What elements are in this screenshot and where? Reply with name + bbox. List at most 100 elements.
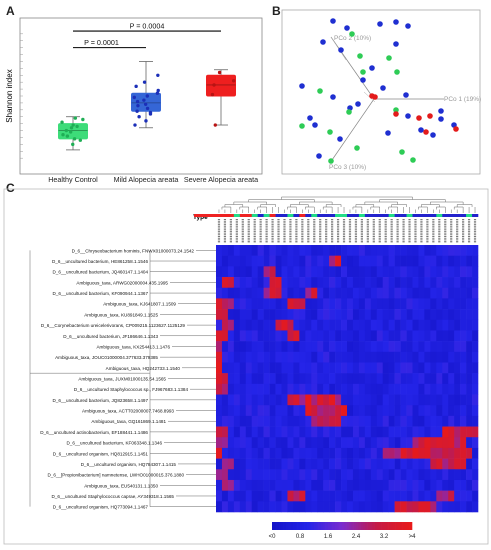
heatmap-cell [275, 255, 282, 267]
heatmap-cell [287, 266, 294, 278]
heatmap-cell [424, 245, 431, 256]
heatmap-cell [454, 298, 461, 310]
heatmap-cell [347, 383, 354, 395]
heatmap-cell [400, 469, 407, 481]
legend-swatch [281, 522, 284, 530]
heatmap-cell [460, 373, 467, 385]
heatmap-cell [269, 245, 276, 256]
heatmap-cell [442, 479, 449, 491]
legend-swatch [377, 522, 380, 530]
heatmap-cell [287, 341, 294, 353]
heatmap-cell [299, 287, 306, 299]
type-bar-cell [335, 214, 342, 217]
heatmap-cell [448, 319, 455, 331]
heatmap-cell [257, 277, 264, 289]
heatmap-cell [233, 447, 241, 459]
heatmap-cell [454, 287, 461, 299]
heatmap-cell [347, 245, 354, 256]
heatmap-cell [257, 255, 264, 267]
data-point [156, 88, 160, 93]
heatmap-cell [251, 394, 258, 406]
heatmap-cell [352, 405, 360, 417]
heatmap-cell [329, 266, 336, 278]
heatmap-cell [418, 319, 425, 331]
heatmap-cell [299, 362, 306, 374]
heatmap-cell [388, 266, 395, 278]
heatmap-cell [287, 501, 294, 513]
heatmap-cell [293, 383, 300, 395]
heatmap-cell [364, 319, 372, 331]
heatmap-cell [269, 394, 276, 406]
heatmap-cell [347, 277, 354, 289]
heatmap-cell [418, 309, 425, 321]
heatmap-cell [347, 362, 354, 374]
heatmap-cell [466, 437, 473, 449]
heatmap-cell [245, 298, 253, 310]
heatmap-cell [227, 319, 235, 331]
heatmap-cell [424, 255, 431, 267]
heatmap-cell [394, 447, 401, 459]
heatmap-cell [466, 309, 473, 321]
heatmap-cell [323, 458, 330, 470]
heatmap-cell [454, 351, 461, 363]
heatmap-cell [406, 362, 413, 374]
heatmap-cell [394, 309, 401, 321]
heatmap-cell [335, 298, 342, 310]
heatmap-cell [466, 245, 473, 256]
heatmap-cell [394, 319, 401, 331]
heatmap-cell [472, 405, 479, 417]
heatmap-cell [305, 479, 312, 491]
heatmap-cell [257, 469, 264, 481]
heatmap-cell [382, 490, 389, 502]
heatmap-cell [317, 437, 324, 449]
heatmap-cell [347, 266, 354, 278]
heatmap-cell [436, 394, 443, 406]
heatmap-cell [275, 458, 282, 470]
heatmap-cell [460, 501, 467, 513]
heatmap-cell [335, 447, 342, 459]
pcoa-point [385, 130, 391, 136]
heatmap-cell [233, 415, 241, 427]
heatmap-cell [382, 383, 389, 395]
heatmap-cell [311, 501, 318, 513]
heatmap-cell [275, 266, 282, 278]
heatmap-cell [442, 362, 449, 374]
heatmap-cell [221, 501, 229, 513]
heatmap-cell [424, 373, 431, 385]
heatmap-cell [239, 447, 247, 459]
heatmap-cell [239, 415, 247, 427]
legend-tick-label: >4 [409, 534, 417, 540]
heatmap-cell [418, 437, 425, 449]
heatmap-cell [317, 383, 324, 395]
heatmap-cell [293, 447, 300, 459]
heatmap-cell [382, 341, 389, 353]
heatmap-cell [341, 405, 348, 417]
heatmap-cell [364, 245, 372, 256]
heatmap-cell [233, 437, 241, 449]
heatmap-cell [305, 469, 312, 481]
heatmap-cell [448, 394, 455, 406]
heatmap-cell [436, 490, 443, 502]
heatmap-cell [352, 266, 360, 278]
heatmap-cell [287, 330, 294, 342]
heatmap-cell [364, 287, 372, 299]
heatmap-cell [239, 309, 247, 321]
heatmap-cell [299, 309, 306, 321]
heatmap-cell [430, 309, 437, 321]
pcoa-point [377, 21, 383, 27]
heatmap-cell [430, 373, 437, 385]
heatmap-cell [323, 266, 330, 278]
pcoa-point [423, 129, 429, 135]
heatmap-cell [293, 277, 300, 289]
heatmap-cell [251, 319, 258, 331]
data-point [69, 126, 74, 130]
legend-swatch [330, 522, 333, 530]
heatmap-cell [341, 394, 348, 406]
type-bar-cell [233, 214, 241, 217]
legend-swatch [321, 522, 324, 530]
heatmap-cell [299, 458, 306, 470]
legend-swatch [356, 522, 359, 530]
heatmap-cell [448, 351, 455, 363]
heatmap-cell [216, 447, 223, 459]
heatmap-cell [287, 405, 294, 417]
